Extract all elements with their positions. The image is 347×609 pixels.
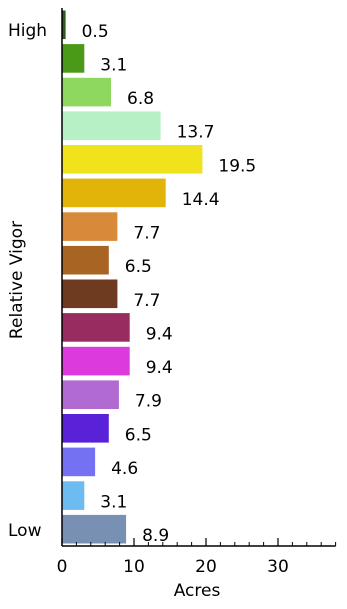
value-label-5: 14.4 [182, 190, 220, 210]
bar-14 [62, 481, 85, 510]
value-label-12: 6.5 [125, 425, 152, 445]
bar-15 [62, 514, 127, 544]
value-label-14: 3.1 [100, 493, 127, 513]
bar-1 [62, 44, 85, 73]
bar-13 [62, 447, 96, 477]
value-label-0: 0.5 [82, 22, 109, 42]
axes-layer [61, 8, 336, 547]
value-label-13: 4.6 [111, 459, 138, 479]
bar-3 [62, 111, 161, 140]
value-label-3: 13.7 [177, 123, 215, 143]
value-label-10: 9.4 [146, 358, 173, 378]
bar-12 [62, 414, 109, 443]
bar-11 [62, 380, 119, 409]
x-tick-label-3: 30 [267, 557, 289, 577]
bar-2 [62, 77, 111, 107]
value-label-2: 6.8 [127, 89, 154, 109]
y-end-label-low: Low [8, 521, 42, 541]
value-label-1: 3.1 [100, 55, 127, 75]
x-tick-label-1: 10 [123, 557, 145, 577]
x-axis-title: Acres [174, 581, 221, 601]
value-label-6: 7.7 [133, 224, 160, 244]
bar-4 [62, 145, 203, 174]
value-label-9: 9.4 [146, 324, 173, 344]
value-label-11: 7.9 [135, 392, 162, 412]
x-tick-label-2: 20 [195, 557, 217, 577]
value-label-7: 6.5 [125, 257, 152, 277]
bar-0 [62, 10, 66, 40]
value-labels-layer: 0.53.16.813.719.514.47.76.57.79.49.47.96… [82, 22, 257, 546]
x-ticks-layer: 0 10 20 30 [57, 538, 337, 577]
value-label-4: 19.5 [218, 156, 256, 176]
bar-7 [62, 245, 109, 275]
bar-6 [62, 212, 118, 241]
bar-8 [62, 279, 118, 309]
y-end-label-high: High [8, 21, 47, 41]
bar-9 [62, 313, 130, 342]
bar-10 [62, 346, 130, 376]
y-axis-title: Relative Vigor [7, 221, 27, 339]
bar-5 [62, 178, 166, 208]
bars-layer [62, 10, 203, 544]
x-tick-label-0: 0 [57, 557, 68, 577]
value-label-15: 8.9 [142, 526, 169, 546]
value-label-8: 7.7 [133, 291, 160, 311]
